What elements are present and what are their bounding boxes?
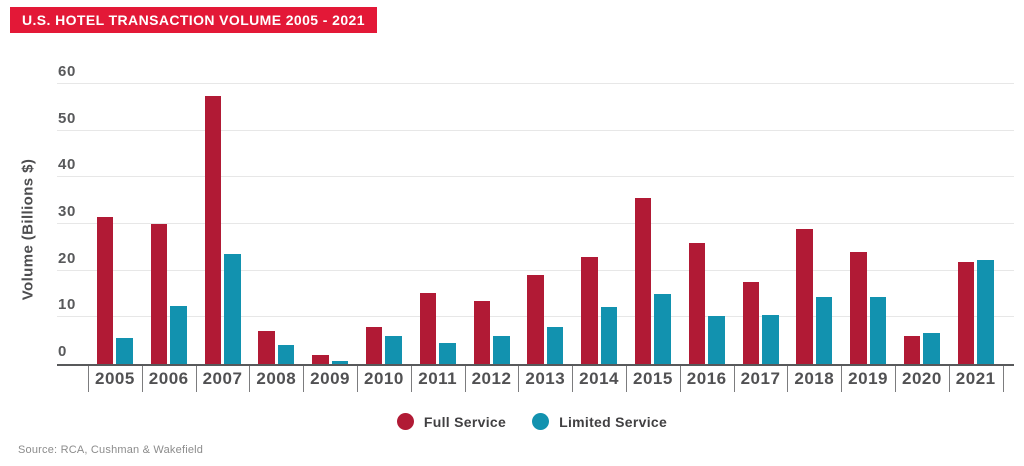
bar-limited-service-2007 [224,253,241,364]
x-axis-tick [1002,366,1004,392]
x-axis-tick [88,366,89,392]
x-axis-label-2005: 2005 [94,369,135,388]
plot-area: 0 10 20 30 40 50 60 [57,63,1014,364]
x-axis-label-2015: 2015 [632,369,673,388]
x-axis-tick [195,366,197,392]
y-axis-tick-label-60: 60 [58,63,76,80]
y-axis-tick-label-20: 20 [58,249,76,267]
x-axis-label-2020: 2020 [901,369,942,388]
x-axis-tick [141,366,143,392]
x-axis-label-2013: 2013 [525,369,566,388]
bar-limited-service-2017 [762,314,779,364]
bar-full-service-2020 [903,336,921,364]
bar-full-service-2010 [365,326,383,364]
x-axis-tick [679,366,681,392]
bar-limited-service-2019 [869,296,887,364]
x-axis-label-2011: 2011 [418,369,458,388]
legend-label-full-service: Full Service [423,413,507,430]
gridline-40 [57,176,1014,178]
y-axis-tick-label-50: 50 [58,109,76,127]
x-axis-label-2009: 2009 [310,369,350,388]
bar-full-service-2007 [204,95,221,364]
source-note: Source: RCA, Cushman & Wakefield [18,444,204,456]
x-axis-label-2012: 2012 [471,369,512,388]
legend: Full Service Limited Service [0,413,1024,430]
bar-full-service-2016 [688,242,706,364]
bar-limited-service-2021 [977,259,994,364]
x-axis-label-2018: 2018 [794,369,835,388]
y-axis-title: Volume (Billions $) [19,158,37,301]
bar-limited-service-2006 [170,305,187,364]
x-axis-label-2016: 2016 [686,369,727,388]
bar-limited-service-2005 [116,337,133,364]
x-axis-tick [303,366,305,392]
bar-limited-service-2015 [654,294,671,364]
x-axis-label-2021: 2021 [955,369,996,388]
x-axis-tick [464,366,466,392]
gridline-20 [57,269,1014,271]
y-axis-tick-label-40: 40 [58,156,76,174]
x-axis-tick [787,366,789,392]
bar-limited-service-2009 [331,360,349,364]
x-axis-label-2010: 2010 [363,369,404,388]
gridline-50 [57,129,1014,131]
limited-service-dot-icon [532,413,550,430]
bar-limited-service-2011 [439,342,456,364]
x-axis-tick [626,366,627,392]
y-axis-tick-label-30: 30 [58,203,76,220]
x-axis-label-2006: 2006 [148,369,189,388]
x-axis-label-2014: 2014 [579,369,619,388]
x-axis-tick [948,366,950,392]
bar-limited-service-2016 [708,315,725,364]
bar-limited-service-2014 [600,307,618,364]
x-axis-tick [357,366,358,392]
x-axis-label-2017: 2017 [740,369,781,388]
y-axis-tick-label-0: 0 [58,343,67,360]
bar-full-service-2019 [850,252,867,364]
x-axis-label-2008: 2008 [256,369,297,388]
bar-limited-service-2012 [493,336,510,364]
title-banner: U.S. HOTEL TRANSACTION VOLUME 2005 - 202… [10,7,377,33]
bar-limited-service-2018 [815,296,833,364]
legend-item-limited-service: Limited Service [532,413,667,430]
legend-item-full-service: Full Service [396,413,507,430]
bar-full-service-2013 [527,275,544,364]
bar-full-service-2018 [796,228,813,364]
x-axis-tick [410,366,412,392]
bar-full-service-2017 [742,282,759,364]
legend-label-limited-service: Limited Service [559,413,668,430]
x-axis-line [57,364,1014,366]
bar-limited-service-2008 [277,345,295,364]
x-axis-tick [518,366,520,392]
bar-limited-service-2013 [546,326,564,364]
bar-full-service-2006 [150,224,168,364]
page-title: U.S. HOTEL TRANSACTION VOLUME 2005 - 202… [22,12,365,28]
x-axis-tick [733,366,735,392]
bar-full-service-2011 [419,292,437,364]
x-axis-label-2019: 2019 [848,369,888,388]
gridline-30 [57,223,1014,224]
bar-full-service-2012 [473,301,490,364]
y-axis-tick-label-10: 10 [58,296,76,314]
full-service-dot-icon [396,413,414,430]
bar-full-service-2009 [312,354,329,364]
x-axis-tick [572,366,574,392]
bar-limited-service-2020 [923,332,940,364]
x-axis-label-2007: 2007 [202,369,243,388]
x-axis-tick [895,366,896,392]
x-axis-tick [841,366,843,392]
bar-full-service-2014 [581,256,598,364]
bar-full-service-2008 [258,331,275,364]
bar-full-service-2005 [96,217,114,364]
bar-limited-service-2010 [385,336,402,364]
x-axis-tick [249,366,251,392]
bar-full-service-2015 [634,198,652,364]
bar-full-service-2021 [957,262,975,364]
gridline-60 [57,83,1014,84]
